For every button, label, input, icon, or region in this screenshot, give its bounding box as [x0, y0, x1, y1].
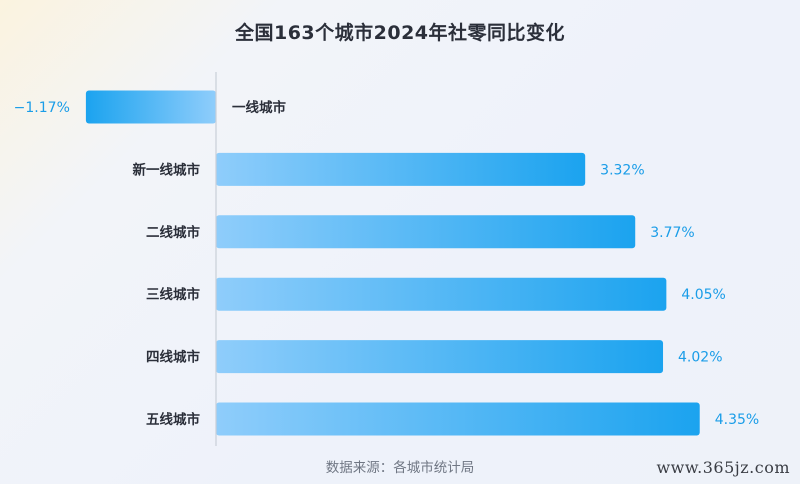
category-label: 四线城市	[146, 349, 200, 366]
category-label: 新一线城市	[133, 161, 201, 178]
category-label: 二线城市	[146, 224, 200, 241]
bar	[216, 152, 586, 186]
value-label: 3.32%	[600, 162, 644, 178]
watermark: www.365jz.com	[656, 458, 790, 477]
bar	[216, 402, 700, 436]
value-label: 4.35%	[715, 412, 759, 428]
value-label: 4.05%	[681, 287, 725, 303]
category-label: 三线城市	[146, 286, 200, 303]
chart-title: 全国163个城市2024年社零同比变化	[234, 22, 566, 44]
category-label: 一线城市	[232, 99, 286, 116]
value-label: 4.02%	[678, 350, 722, 366]
value-label: 3.77%	[650, 225, 694, 241]
bar	[216, 215, 636, 249]
bar	[216, 340, 664, 374]
bar	[216, 277, 667, 311]
source-note: 数据来源：各城市统计局	[325, 460, 475, 476]
category-label: 五线城市	[146, 411, 200, 428]
bar	[85, 90, 217, 124]
value-label: −1.17%	[14, 100, 70, 116]
